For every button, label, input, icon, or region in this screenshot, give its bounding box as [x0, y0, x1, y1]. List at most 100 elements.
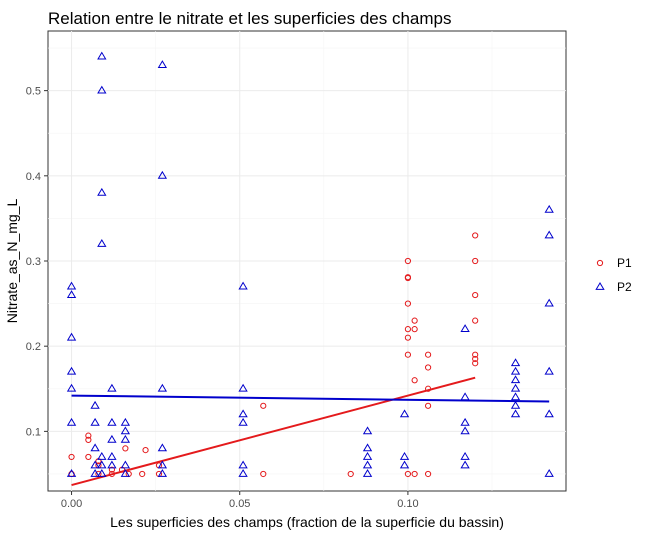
- legend: P1 P2: [595, 256, 632, 294]
- point-p1: [68, 453, 75, 461]
- point-p2: [238, 417, 248, 426]
- point-p2: [66, 332, 77, 341]
- point-p1: [411, 377, 418, 384]
- point-p2: [90, 417, 100, 426]
- point-p1: [404, 257, 412, 265]
- trend-lines: [71, 376, 550, 487]
- point-p2: [120, 426, 131, 435]
- point-p2: [120, 417, 131, 426]
- point-p2: [66, 290, 77, 298]
- point-p1: [424, 470, 432, 478]
- point-p2: [90, 460, 100, 469]
- point-p2: [107, 434, 117, 443]
- point-p1: [404, 470, 412, 478]
- point-p2: [157, 468, 168, 477]
- point-p1: [85, 432, 92, 439]
- point-p2: [97, 460, 107, 469]
- point-p1: [85, 453, 92, 461]
- point-p1: [472, 351, 479, 358]
- point-p1: [404, 334, 412, 341]
- point-p2: [362, 468, 373, 477]
- point-p2: [460, 451, 470, 460]
- point-p2: [510, 366, 521, 375]
- x-tick-label: 0.10: [397, 498, 418, 510]
- point-p2: [399, 460, 410, 469]
- point-p2: [97, 85, 107, 94]
- legend-key-p2: [595, 282, 605, 290]
- point-p2: [544, 204, 554, 213]
- point-p2: [544, 409, 554, 418]
- point-p2: [107, 451, 117, 460]
- point-p1: [260, 402, 267, 409]
- point-p2: [97, 238, 107, 247]
- y-tick-label: 0.2: [26, 341, 41, 353]
- point-p2: [238, 409, 248, 418]
- point-p2: [90, 443, 100, 452]
- point-p2: [460, 460, 470, 469]
- point-p2: [510, 358, 521, 367]
- point-p2: [238, 468, 248, 477]
- legend-label-p2: P2: [617, 280, 632, 294]
- x-tick-label: 0.00: [61, 498, 82, 510]
- point-p2: [510, 375, 521, 384]
- point-p2: [362, 443, 373, 452]
- legend-key-p1: [596, 259, 604, 267]
- point-p1: [472, 232, 479, 239]
- grid-lines: [48, 31, 566, 491]
- point-p2: [460, 417, 470, 426]
- point-p2: [66, 468, 77, 477]
- point-p2: [157, 60, 168, 68]
- point-p1: [472, 257, 479, 265]
- trend-line-p2: [71, 394, 550, 403]
- point-p2: [97, 451, 107, 460]
- point-p1: [472, 355, 479, 363]
- point-p2: [157, 460, 168, 469]
- chart-title: Relation entre le nitrate et les superfi…: [48, 9, 451, 28]
- point-p2: [238, 281, 248, 290]
- point-p2: [238, 460, 248, 469]
- point-p1: [411, 470, 418, 478]
- point-p1: [85, 436, 92, 443]
- point-p1: [404, 326, 412, 333]
- point-p1: [424, 364, 432, 371]
- point-p1: [404, 274, 412, 281]
- point-p2: [66, 281, 77, 290]
- x-axis-title: Les superficies des champs (fraction de …: [110, 514, 504, 530]
- point-p2: [97, 468, 107, 477]
- point-p2: [107, 417, 117, 426]
- point-p1: [424, 402, 432, 409]
- point-p1: [411, 317, 418, 324]
- data-points: [66, 51, 554, 478]
- point-p1: [122, 445, 129, 452]
- point-p2: [544, 468, 554, 477]
- y-tick-label: 0.1: [26, 426, 41, 438]
- axis-ticks: 0.00 0.05 0.10 0.1 0.2 0.3 0.4 0.5: [26, 86, 419, 510]
- point-p2: [399, 451, 410, 460]
- y-tick-label: 0.4: [26, 171, 41, 183]
- point-p1: [347, 470, 354, 478]
- y-tick-label: 0.3: [26, 256, 41, 268]
- point-p2: [460, 426, 470, 435]
- point-p2: [120, 468, 131, 477]
- point-p2: [510, 392, 521, 401]
- y-axis-title: Nitrate_as_N_mg_L: [4, 199, 20, 324]
- point-p1: [142, 447, 149, 454]
- point-p2: [157, 170, 168, 179]
- point-p2: [460, 392, 470, 401]
- point-p2: [510, 383, 521, 392]
- point-p2: [90, 468, 100, 477]
- point-p2: [510, 400, 521, 409]
- point-p1: [472, 360, 479, 367]
- point-p2: [120, 460, 131, 469]
- legend-label-p1: P1: [617, 256, 632, 270]
- point-p2: [544, 230, 554, 239]
- point-p2: [157, 443, 168, 452]
- point-p2: [107, 460, 117, 469]
- x-tick-label: 0.05: [229, 498, 250, 510]
- trend-line-p1: [71, 376, 476, 487]
- point-p1: [472, 317, 479, 324]
- point-p2: [66, 417, 77, 426]
- point-p1: [108, 466, 116, 473]
- point-p2: [510, 409, 521, 418]
